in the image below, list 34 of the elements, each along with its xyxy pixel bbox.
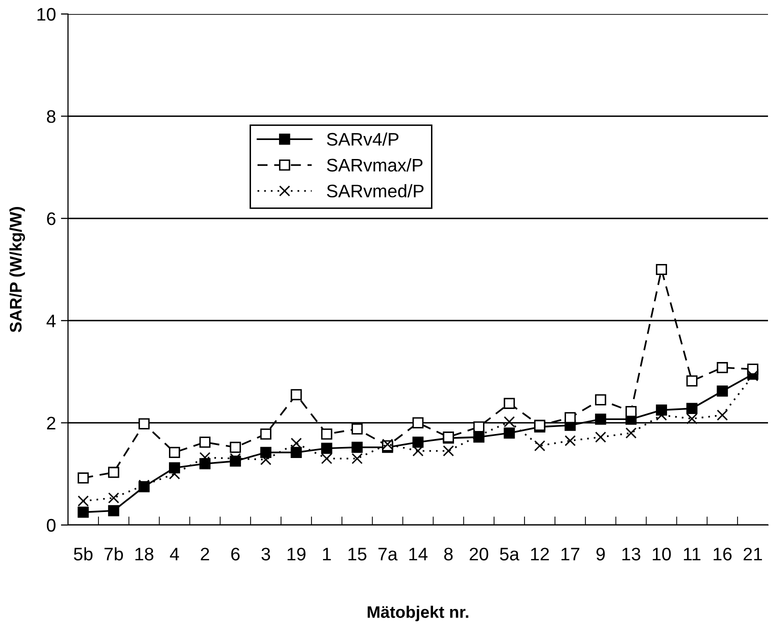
y-tick-label: 4: [46, 314, 56, 328]
y-axis-title: SAR/P (W/kg/W): [9, 207, 25, 332]
x-tick-label: 13: [622, 548, 640, 560]
x-tick-label: 3: [261, 548, 270, 560]
x-tick-label: 1: [323, 548, 331, 560]
x-tick-label: 5b: [74, 547, 93, 560]
x-tick-label: 5a: [500, 548, 520, 560]
x-tick-label: 11: [684, 548, 700, 560]
y-tick-label: 10: [37, 8, 56, 21]
x-tick-label: 6: [231, 548, 240, 560]
y-tick-label: 2: [47, 416, 56, 430]
legend-label: SARvmax/P: [326, 158, 423, 172]
x-tick-label: 7b: [104, 547, 123, 560]
x-tick-label: 14: [409, 548, 428, 560]
y-tick-label: 6: [47, 212, 56, 226]
x-tick-label: 2: [200, 548, 210, 560]
y-tick-label: 0: [46, 518, 56, 532]
x-axis-title: Mätobjekt nr.: [368, 606, 468, 622]
x-tick-label: 20: [470, 548, 488, 560]
x-tick-label: 10: [652, 548, 671, 560]
x-tick-label: 9: [596, 548, 605, 560]
x-tick-label: 21: [744, 548, 762, 560]
legend-label: SARvmed/P: [326, 184, 424, 198]
legend-label: SARv4/P: [326, 132, 398, 146]
x-tick-label: 17: [562, 548, 580, 560]
x-tick-label: 16: [714, 548, 732, 560]
x-tick-label: 4: [170, 548, 180, 560]
x-tick-label: 19: [288, 548, 306, 560]
x-tick-label: 7a: [378, 548, 398, 560]
x-tick-label: 8: [444, 548, 453, 560]
y-tick-label: 8: [46, 110, 56, 123]
x-tick-label: 18: [135, 548, 154, 560]
x-tick-label: 12: [531, 548, 549, 560]
x-tick-label: 15: [348, 548, 366, 560]
